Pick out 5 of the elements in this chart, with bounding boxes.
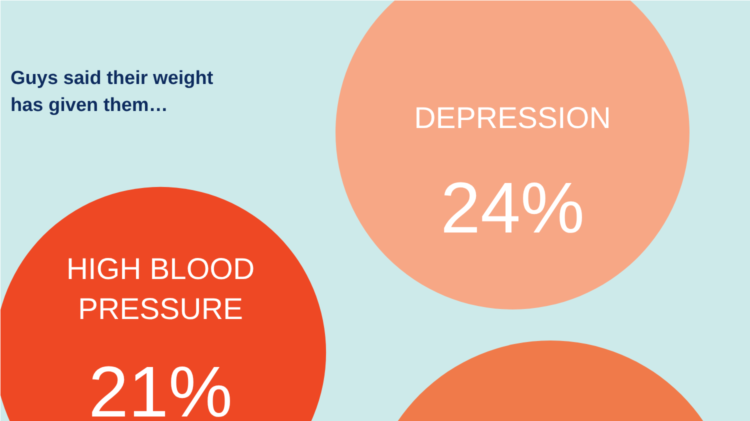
text: Guys said their weight has given them…: [10, 68, 214, 116]
data-label: 21%: [88, 352, 233, 421]
category-label: DEPRESSION: [414, 102, 611, 135]
category-label: HIGH BLOOD PRESSURE: [66, 253, 255, 326]
data-label: 24%: [440, 168, 585, 248]
